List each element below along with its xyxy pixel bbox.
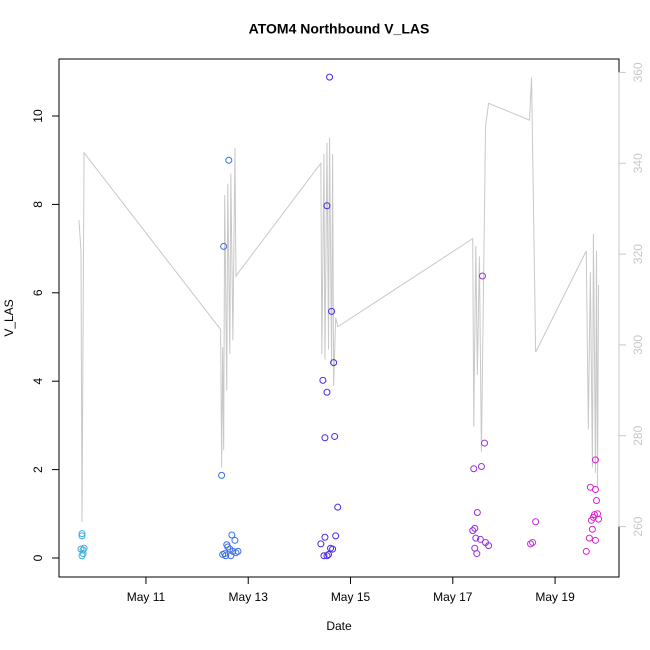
point <box>320 552 328 560</box>
point <box>591 456 599 464</box>
point <box>331 432 339 440</box>
point <box>326 73 334 81</box>
point <box>332 532 340 540</box>
point <box>472 534 480 542</box>
y2-tick-label: 320 <box>631 244 645 264</box>
point <box>527 540 535 548</box>
point <box>529 539 537 547</box>
point <box>220 242 228 250</box>
y-tick-label: 10 <box>31 109 45 123</box>
point <box>588 525 596 533</box>
y-tick-label: 2 <box>31 466 45 473</box>
point <box>232 549 240 557</box>
point <box>582 547 590 555</box>
x-tick-label: May 15 <box>331 590 371 604</box>
point <box>328 307 336 315</box>
x-axis-label: Date <box>326 619 352 633</box>
point <box>532 518 540 526</box>
point <box>225 156 233 164</box>
point <box>231 536 239 544</box>
point <box>478 272 486 280</box>
point <box>469 527 477 535</box>
point <box>228 531 236 539</box>
y2-tick-label: 300 <box>631 335 645 355</box>
point <box>587 516 595 524</box>
point <box>591 536 599 544</box>
point <box>591 485 599 493</box>
point <box>473 550 481 558</box>
chart-title: ATOM4 Northbound V_LAS <box>249 21 430 37</box>
point <box>323 202 331 210</box>
point <box>473 508 481 516</box>
y-tick-label: 0 <box>31 554 45 561</box>
point <box>79 550 87 558</box>
point <box>224 543 232 551</box>
point <box>321 533 329 541</box>
point <box>471 524 479 532</box>
y2-tick-label: 360 <box>631 62 645 82</box>
point <box>323 388 331 396</box>
point <box>319 376 327 384</box>
point <box>477 463 485 471</box>
point <box>317 540 325 548</box>
point <box>78 530 86 538</box>
point <box>222 552 230 560</box>
y-tick-label: 4 <box>31 378 45 385</box>
y2-tick-label: 260 <box>631 516 645 536</box>
point <box>227 552 235 560</box>
y2-tick-label: 280 <box>631 425 645 445</box>
point <box>80 544 88 552</box>
point <box>334 503 342 511</box>
point <box>470 465 478 473</box>
point <box>323 552 331 560</box>
point <box>78 532 86 540</box>
x-tick-label: May 19 <box>535 590 575 604</box>
y-axis-label: V_LAS <box>2 299 16 336</box>
y-tick-label: 8 <box>31 201 45 208</box>
point <box>476 535 484 543</box>
point <box>218 471 226 479</box>
y2-tick-label: 340 <box>631 153 645 173</box>
point <box>480 439 488 447</box>
x-tick-label: May 17 <box>433 590 473 604</box>
point <box>585 534 593 542</box>
point <box>234 547 242 555</box>
point <box>329 545 337 553</box>
point <box>321 434 329 442</box>
x-tick-label: May 11 <box>127 590 166 604</box>
point <box>592 497 600 505</box>
point <box>485 542 493 550</box>
point <box>595 515 603 523</box>
point <box>330 359 338 367</box>
point <box>325 550 333 558</box>
x-tick-label: May 13 <box>229 590 269 604</box>
y-tick-label: 6 <box>31 289 45 296</box>
point <box>594 510 602 518</box>
